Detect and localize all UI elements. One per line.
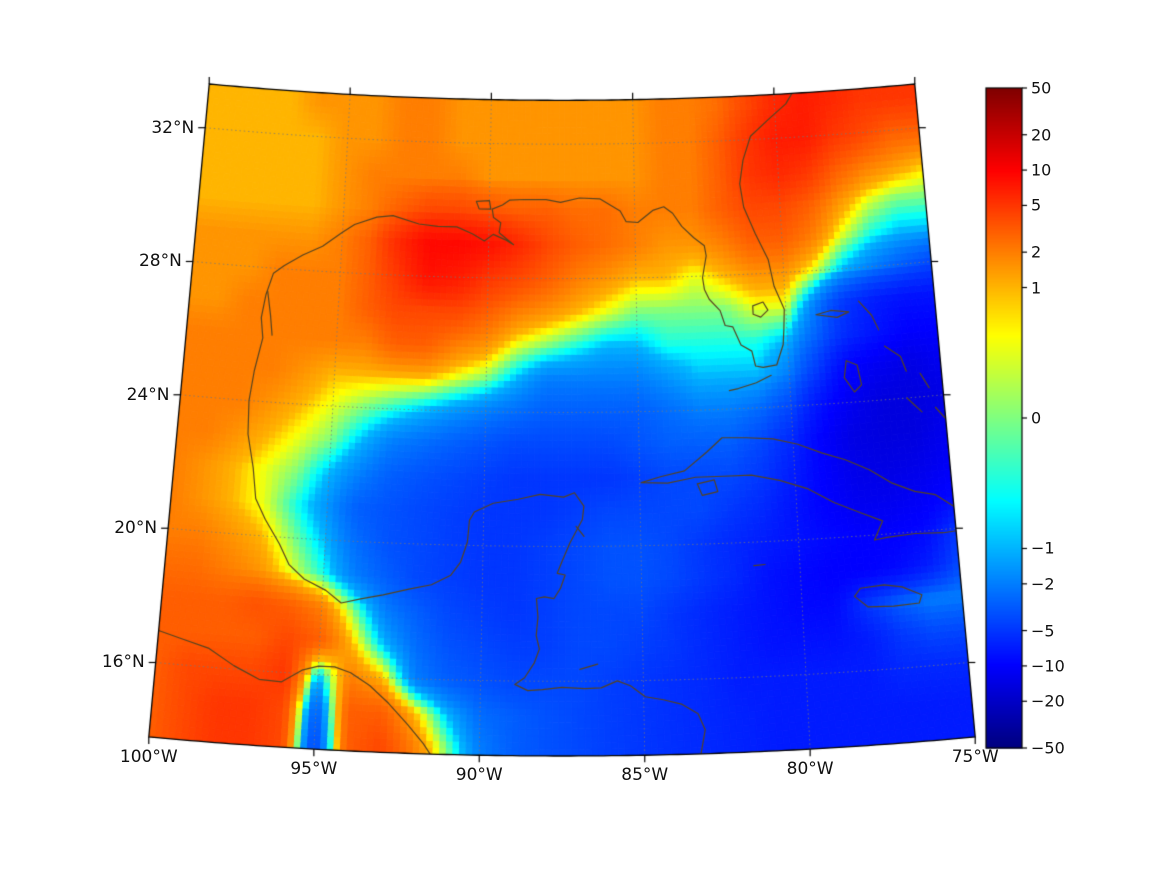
map-plot-canvas <box>0 0 1167 875</box>
figure: 32°N 28°N 24°N 20°N 16°N 100°W 95°W 90°W 85°W 80°… <box>0 0 1167 875</box>
